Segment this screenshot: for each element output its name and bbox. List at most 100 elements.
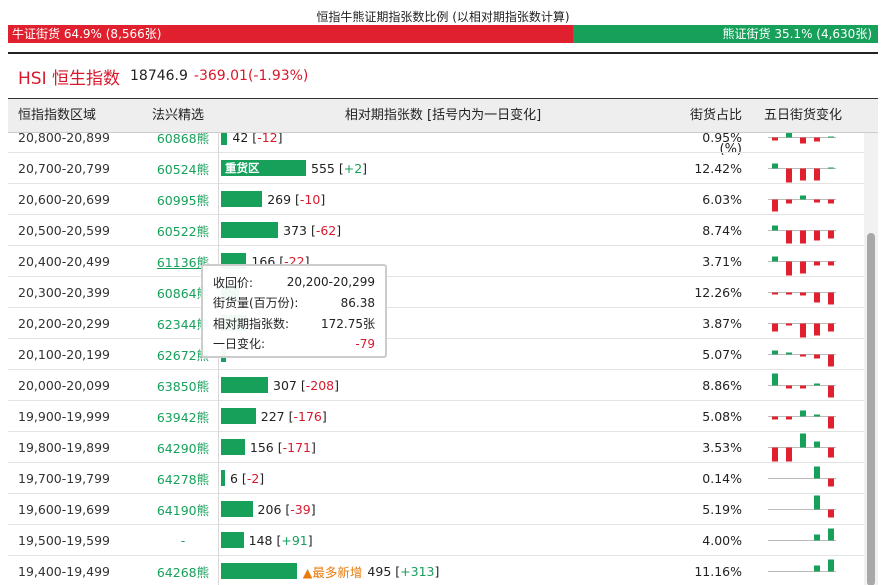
cell-qty: 42 [-12] xyxy=(218,133,668,153)
five-day-sparkbars xyxy=(768,163,836,182)
qty-number: 227 xyxy=(260,408,285,424)
table-row[interactable]: 19,400-19,499 64268熊 ▲最多新增 495 [+313] 11.16% xyxy=(8,555,864,585)
qty-bar[interactable] xyxy=(221,191,263,207)
five-day-bar xyxy=(814,441,820,447)
five-day-bar xyxy=(786,447,792,461)
qty-value: 148 [+91] xyxy=(248,532,313,548)
five-day-sparkbars xyxy=(768,322,836,337)
five-day-bar xyxy=(814,261,820,265)
table-row[interactable]: 19,900-19,999 63942熊 227 [-176] 5.08% xyxy=(8,400,864,432)
qty-value: 206 [-39] xyxy=(257,501,316,517)
cell-warrant-link[interactable]: 60522熊 xyxy=(156,223,210,239)
cell-qty: 373 [-62] xyxy=(218,214,668,246)
cell-warrant-link[interactable]: 60868熊 xyxy=(156,133,210,146)
five-day-chart[interactable] xyxy=(748,556,858,585)
table-row[interactable]: 20,300-20,399 60864熊 12.26% xyxy=(8,276,864,308)
cell-warrant-link[interactable]: 64190熊 xyxy=(156,502,210,518)
five-day-sparkbars xyxy=(768,528,836,541)
cell-warrant-link[interactable]: 60524熊 xyxy=(156,161,210,177)
five-day-chart[interactable] xyxy=(748,277,858,308)
table-scrollbar[interactable] xyxy=(864,133,878,585)
qty-bar[interactable] xyxy=(221,133,228,145)
five-day-chart[interactable] xyxy=(748,339,858,370)
qty-number: 555 xyxy=(311,160,335,176)
index-price: 18746.9 xyxy=(130,68,188,84)
cell-qty: 269 [-10] xyxy=(218,183,668,215)
tooltip-label: 街货量(百万份): xyxy=(213,296,299,311)
table-row[interactable]: 20,000-20,099 63850熊 307 [-208] 8.86% xyxy=(8,369,864,401)
five-day-bar xyxy=(772,373,778,385)
five-day-chart[interactable] xyxy=(748,432,858,463)
qty-number: 269 xyxy=(267,191,292,207)
cell-warrant-link[interactable]: 63942熊 xyxy=(156,409,210,425)
five-day-bar xyxy=(786,292,792,294)
qty-bar[interactable] xyxy=(221,563,297,579)
cell-warrant-link[interactable]: 64290熊 xyxy=(156,440,210,456)
qty-bar[interactable] xyxy=(221,439,245,455)
five-day-chart[interactable] xyxy=(748,184,858,215)
cell-warrant-link[interactable]: 64268熊 xyxy=(156,564,210,580)
five-day-chart[interactable] xyxy=(748,525,858,556)
table-row[interactable]: 19,500-19,599 - 148 [+91] 4.00% xyxy=(8,524,864,556)
five-day-bar xyxy=(772,350,778,354)
five-day-chart[interactable] xyxy=(748,308,858,339)
header-five-day: 五日街货变化 xyxy=(763,108,842,123)
five-day-sparkbars xyxy=(768,559,836,572)
cell-warrant-link[interactable]: 61136熊 xyxy=(156,254,210,270)
five-day-bar xyxy=(800,261,806,273)
five-day-chart[interactable] xyxy=(748,133,858,153)
five-day-sparkbars xyxy=(768,256,836,275)
five-day-bar xyxy=(786,352,792,354)
table-row[interactable]: 20,400-20,499 61136熊 166 [-22] 3.71% xyxy=(8,245,864,277)
cell-qty: ▲最多新增 495 [+313] xyxy=(218,555,668,585)
table-row[interactable]: 20,200-20,299 62344熊 3.87% xyxy=(8,307,864,339)
five-day-chart[interactable] xyxy=(748,370,858,401)
five-day-bar xyxy=(814,414,820,416)
five-day-chart[interactable] xyxy=(748,215,858,246)
cell-warrant-link[interactable]: 64278熊 xyxy=(156,471,210,487)
qty-value: 555 [+2] xyxy=(311,160,368,176)
cell-range: 19,600-19,699 xyxy=(18,501,110,517)
table-row[interactable]: 20,600-20,699 60995熊 269 [-10] 6.03% xyxy=(8,183,864,215)
cell-warrant-link[interactable]: 62672熊 xyxy=(156,347,210,363)
table-body[interactable]: 20,800-20,899 60868熊 42 [-12] 0.95% 20,700-2… xyxy=(8,133,864,585)
five-day-bar xyxy=(800,354,806,356)
qty-bar[interactable] xyxy=(221,222,279,238)
table-row[interactable]: 19,800-19,899 64290熊 156 [-171] 3.53% xyxy=(8,431,864,463)
cell-warrant-link[interactable]: 62344熊 xyxy=(156,316,210,332)
table-row[interactable]: 20,800-20,899 60868熊 42 [-12] 0.95% xyxy=(8,133,864,153)
five-day-bar xyxy=(814,168,820,180)
five-day-chart[interactable] xyxy=(748,153,858,184)
qty-day-change: -2 xyxy=(246,470,260,486)
cell-qty: 227 [-176] xyxy=(218,400,668,432)
qty-bar[interactable]: 重货区 xyxy=(221,160,306,176)
table-row[interactable]: 20,500-20,599 60522熊 373 [-62] 8.74% xyxy=(8,214,864,246)
qty-value: 307 [-208] xyxy=(273,377,339,393)
table-row[interactable]: 20,700-20,799 60524熊 重货区 555 [+2] 12.42% xyxy=(8,152,864,184)
five-day-chart[interactable] xyxy=(748,463,858,494)
table-row[interactable]: 19,700-19,799 64278熊 6 [-2] 0.14% xyxy=(8,462,864,494)
qty-number: 206 xyxy=(257,501,282,517)
qty-bar[interactable] xyxy=(221,408,256,424)
cell-pct: 8.74% xyxy=(702,222,742,238)
five-day-chart[interactable] xyxy=(748,494,858,525)
qty-bar[interactable] xyxy=(221,470,225,486)
five-day-sparkbars xyxy=(768,225,836,243)
five-day-sparkbars xyxy=(768,433,836,461)
cell-qty: 6 [-2] xyxy=(218,462,668,494)
five-day-bar xyxy=(828,559,834,571)
cell-warrant-link[interactable]: 60864熊 xyxy=(156,285,210,301)
five-day-chart[interactable] xyxy=(748,246,858,277)
cell-warrant-link[interactable]: 63850熊 xyxy=(156,378,210,394)
index-name[interactable]: HSI 恒生指数 xyxy=(18,68,120,89)
qty-bar[interactable] xyxy=(221,501,253,517)
qty-bar[interactable] xyxy=(221,377,269,393)
five-day-bar xyxy=(786,416,792,419)
cell-warrant-link[interactable]: 60995熊 xyxy=(156,192,210,208)
cell-qty: 重货区 555 [+2] xyxy=(218,152,668,184)
table-row[interactable]: 19,600-19,699 64190熊 206 [-39] 5.19% xyxy=(8,493,864,525)
scrollbar-thumb[interactable] xyxy=(867,233,875,585)
five-day-chart[interactable] xyxy=(748,401,858,432)
table-row[interactable]: 20,100-20,199 62672熊 5.07% xyxy=(8,338,864,370)
qty-bar[interactable] xyxy=(221,532,244,548)
